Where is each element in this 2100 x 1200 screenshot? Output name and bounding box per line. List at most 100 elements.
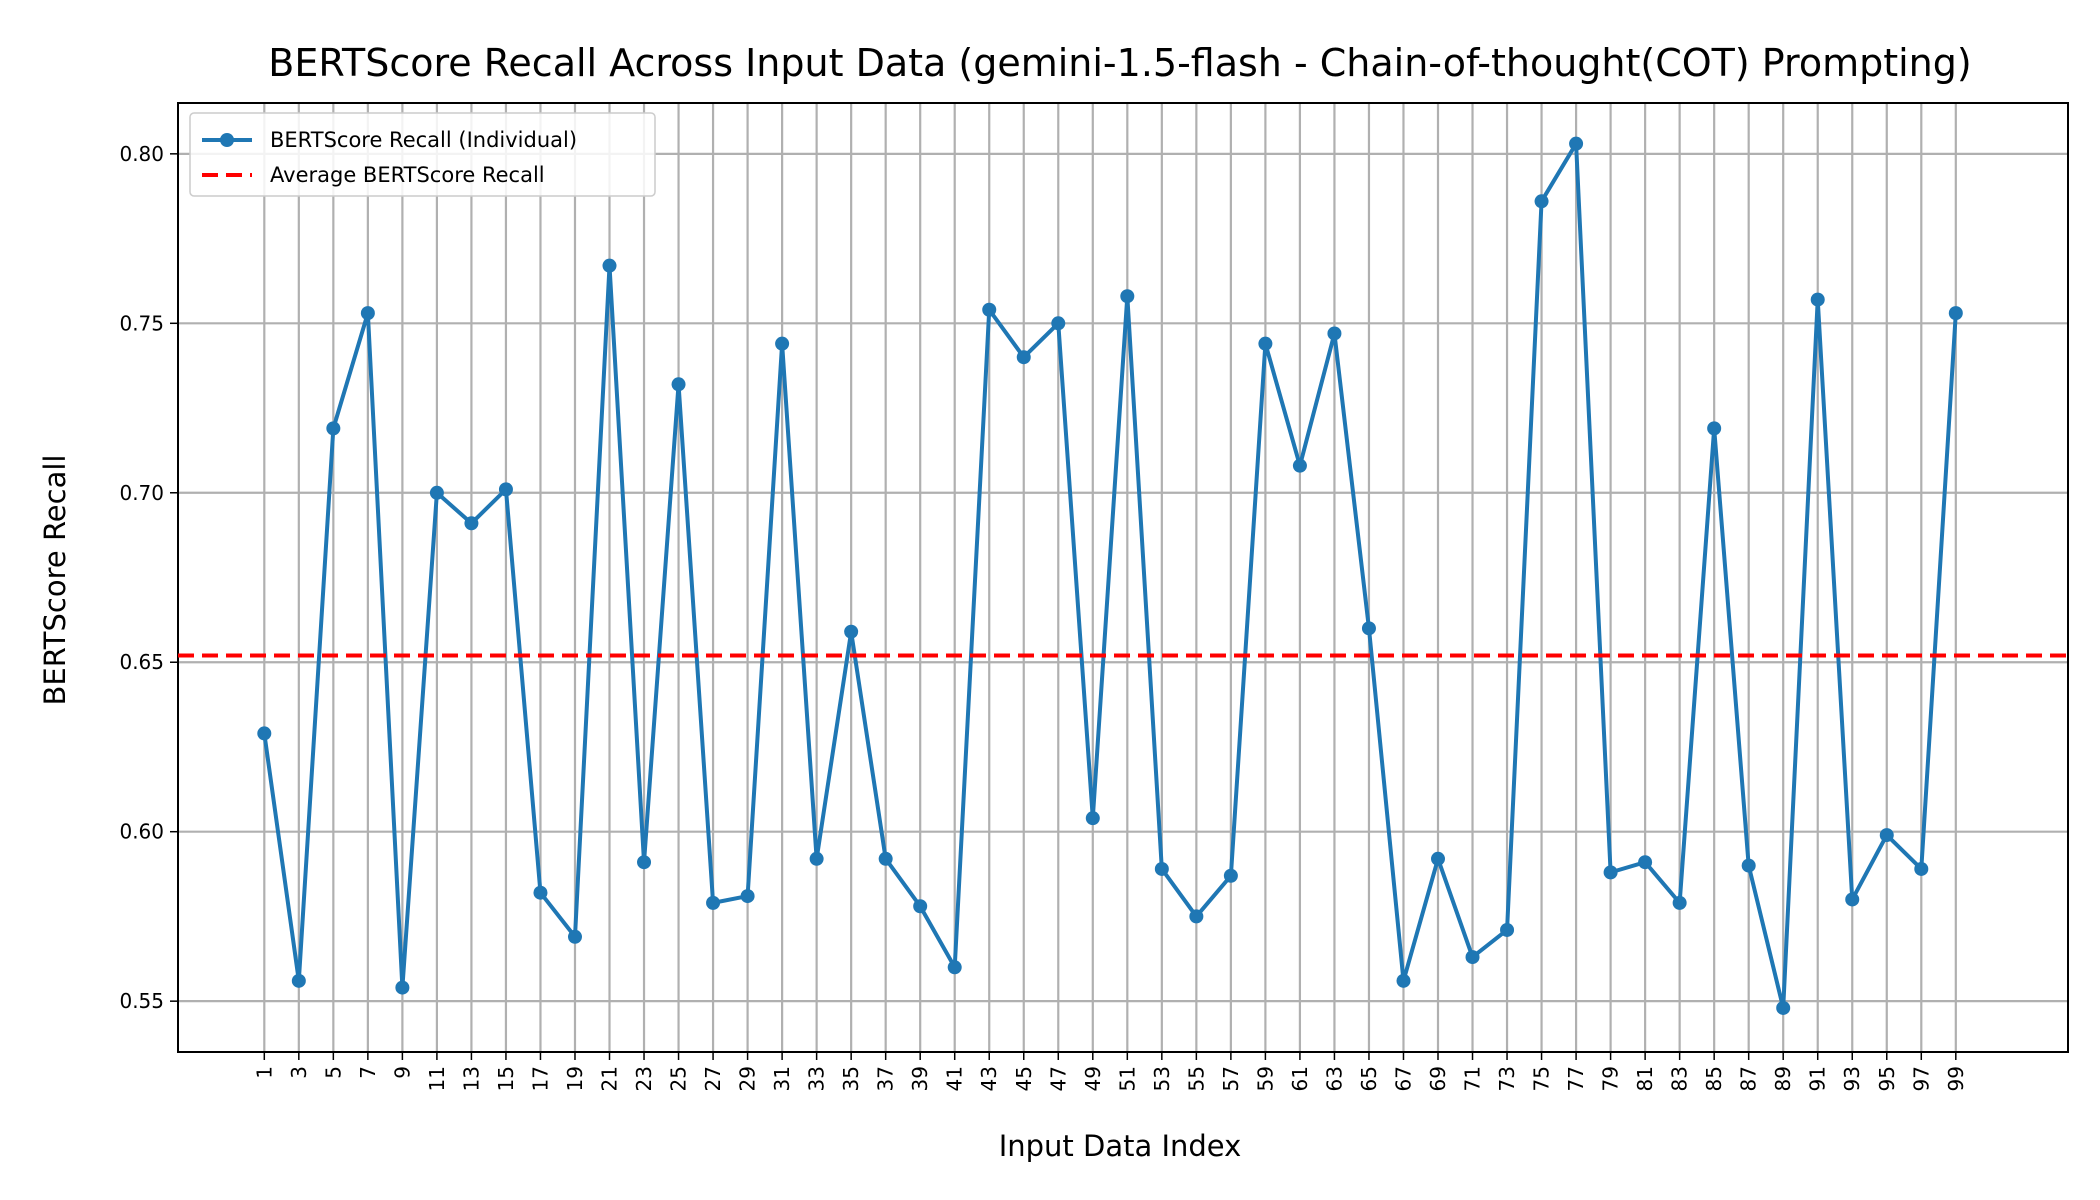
x-tick-label: 77 (1564, 1066, 1588, 1091)
data-point (671, 377, 686, 392)
data-point (1569, 136, 1584, 151)
data-layer (178, 136, 2068, 1015)
data-point (1741, 858, 1756, 873)
data-point (1085, 811, 1100, 826)
data-point (257, 726, 272, 741)
data-point (1051, 316, 1066, 331)
x-tick-label: 55 (1184, 1066, 1208, 1091)
data-point (637, 855, 652, 870)
plot-frame (177, 102, 2069, 1053)
data-point (326, 421, 341, 436)
data-point (395, 980, 410, 995)
data-point (1500, 922, 1515, 937)
y-tick-label: 0.80 (119, 142, 164, 166)
data-point (464, 516, 479, 531)
x-tick-label: 81 (1633, 1066, 1657, 1091)
x-tick-label: 61 (1288, 1066, 1312, 1091)
x-tick-label: 17 (528, 1066, 552, 1091)
data-point (706, 895, 721, 910)
y-tick-label: 0.60 (119, 820, 164, 844)
x-tick-label: 23 (632, 1066, 656, 1091)
x-tick-label: 67 (1391, 1066, 1415, 1091)
data-point (1638, 855, 1653, 870)
data-point (1189, 909, 1204, 924)
x-tick-label: 69 (1426, 1066, 1450, 1091)
x-tick-label: 15 (494, 1066, 518, 1091)
data-point (1396, 973, 1411, 988)
data-point (1292, 458, 1307, 473)
y-tick-label: 0.70 (119, 481, 164, 505)
data-point (567, 929, 582, 944)
x-tick-label: 1 (252, 1066, 276, 1079)
grid (178, 103, 2068, 1052)
x-tick-label: 31 (770, 1066, 794, 1091)
data-point (1879, 828, 1894, 843)
x-tick-label: 99 (1944, 1066, 1968, 1091)
x-tick-label: 37 (874, 1066, 898, 1091)
x-tick-label: 7 (356, 1066, 380, 1079)
data-point (498, 482, 513, 497)
x-tick-label: 13 (459, 1066, 483, 1091)
x-tick-label: 89 (1771, 1066, 1795, 1091)
x-tick-label: 57 (1219, 1066, 1243, 1091)
x-tick-label: 95 (1875, 1066, 1899, 1091)
y-tick-label: 0.75 (119, 311, 164, 335)
data-point (1327, 326, 1342, 341)
x-tick-label: 73 (1495, 1066, 1519, 1091)
data-point (1948, 306, 1963, 321)
data-point (429, 485, 444, 500)
x-tick-label: 29 (736, 1066, 760, 1091)
data-point (1707, 421, 1722, 436)
data-point (1672, 895, 1687, 910)
x-tick-label: 41 (943, 1066, 967, 1091)
x-tick-label: 53 (1150, 1066, 1174, 1091)
x-tick-label: 21 (598, 1066, 622, 1091)
legend-box (189, 112, 656, 197)
x-tick-label: 33 (805, 1066, 829, 1091)
x-tick-label: 79 (1599, 1066, 1623, 1091)
x-tick-label: 83 (1668, 1066, 1692, 1091)
x-tick-label: 35 (839, 1066, 863, 1091)
data-point (1120, 289, 1135, 304)
x-tick-label: 9 (390, 1066, 414, 1079)
x-tick-label: 39 (908, 1066, 932, 1091)
chart-title: BERTScore Recall Across Input Data (gemi… (268, 41, 1971, 85)
data-point (809, 851, 824, 866)
data-point (602, 258, 617, 273)
data-point (1465, 950, 1480, 965)
legend-label-individual: BERTScore Recall (Individual) (270, 128, 577, 152)
y-tick-label: 0.55 (119, 989, 164, 1013)
x-tick-label: 51 (1115, 1066, 1139, 1091)
data-point (1258, 336, 1273, 351)
data-point (1534, 194, 1549, 209)
series-line-individual (262, 141, 1958, 1010)
data-point (1914, 861, 1929, 876)
data-point (947, 960, 962, 975)
x-tick-label: 85 (1702, 1066, 1726, 1091)
x-tick-label: 19 (563, 1066, 587, 1091)
x-tick-label: 47 (1046, 1066, 1070, 1091)
data-point (740, 889, 755, 904)
data-point (913, 899, 928, 914)
y-axis-label: BERTScore Recall (38, 455, 72, 706)
data-point (1603, 865, 1618, 880)
x-tick-label: 75 (1530, 1066, 1554, 1091)
data-point (982, 302, 997, 317)
data-point (360, 306, 375, 321)
data-point (1810, 292, 1825, 307)
x-tick-label: 25 (667, 1066, 691, 1091)
x-tick-label: 59 (1253, 1066, 1277, 1091)
data-point (533, 885, 548, 900)
x-tick-label: 65 (1357, 1066, 1381, 1091)
x-tick-label: 11 (425, 1066, 449, 1091)
x-tick-label: 71 (1461, 1066, 1485, 1091)
data-point (1361, 621, 1376, 636)
data-point (878, 851, 893, 866)
x-tick-label: 91 (1806, 1066, 1830, 1091)
data-point (1845, 892, 1860, 907)
x-tick-label: 93 (1840, 1066, 1864, 1091)
data-point (1016, 350, 1031, 365)
data-point (291, 973, 306, 988)
x-tick-label: 87 (1737, 1066, 1761, 1091)
